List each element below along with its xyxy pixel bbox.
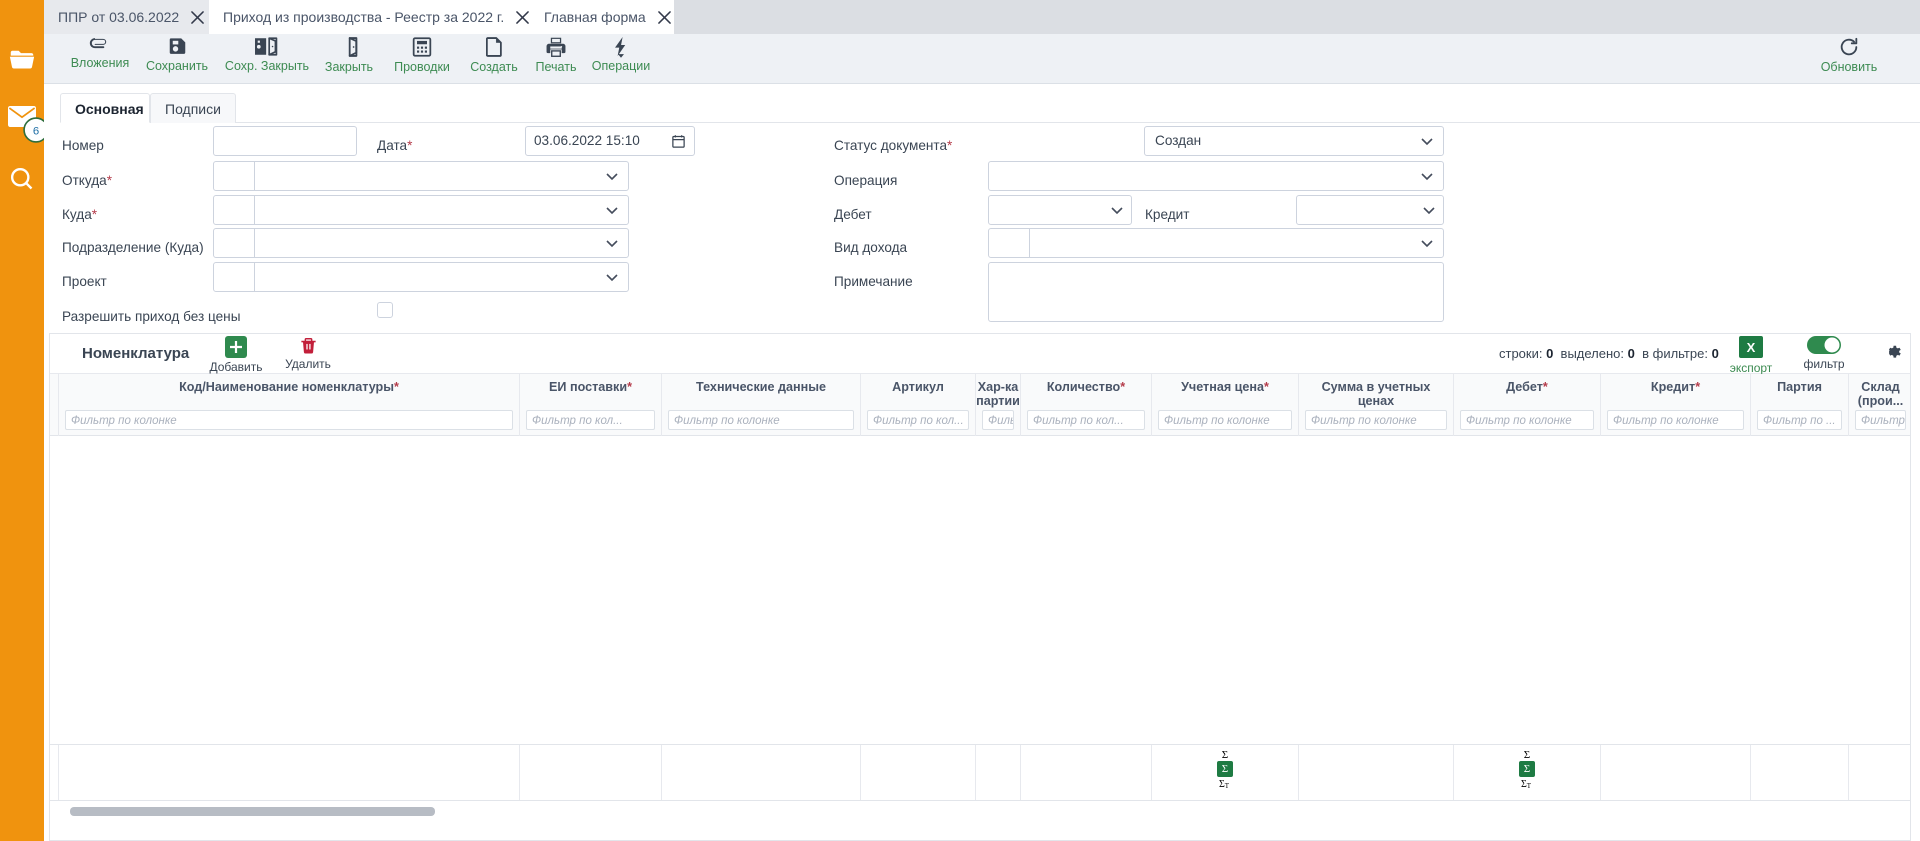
svg-text:ΣT: ΣT	[1521, 779, 1532, 788]
svg-text:Σ: Σ	[1524, 749, 1530, 760]
svg-text:Σ: Σ	[1222, 749, 1228, 760]
svg-text:6: 6	[33, 126, 39, 138]
svg-text:X: X	[1747, 340, 1756, 355]
svg-text:ΣT: ΣT	[1219, 779, 1230, 788]
